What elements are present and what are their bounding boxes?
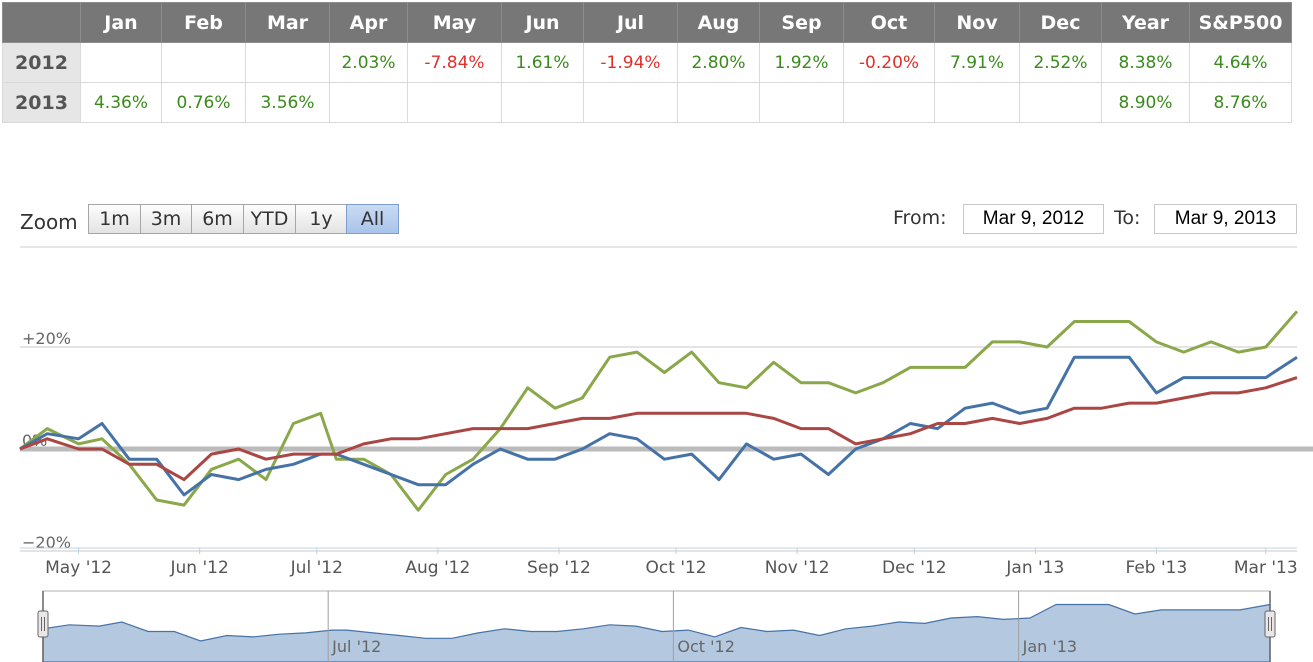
column-header-mar: Mar [245,2,330,43]
return-cell [934,82,1020,123]
column-header-jan: Jan [80,2,162,43]
series-line-3 [19,376,1298,482]
column-header-sp500: S&P500 [1189,2,1292,43]
navigator-layer: Jul '12 Oct '12 Jan '13 [37,590,1276,662]
x-tick-label: Sep '12 [527,558,591,578]
return-cell: 3.56% [245,82,330,123]
to-date-input[interactable]: Mar 9, 2013 [1154,204,1297,234]
return-cell: 2.52% [1019,42,1102,83]
return-cell [245,42,330,83]
column-header-year: Year [1101,2,1190,43]
return-cell: 1.61% [501,42,584,83]
return-cell: 0.76% [161,82,246,123]
navigator-right-handle[interactable] [1264,610,1276,638]
column-header-nov: Nov [934,2,1020,43]
return-cell: 8.90% [1101,82,1190,123]
return-cell: -7.84% [407,42,502,83]
navigator-area [42,603,1271,662]
table-body: 2012 2.03% -7.84% 1.61% -1.94% 2.80% 1.92% -0.2… [2,42,1292,123]
series-line-2 [19,355,1298,497]
return-cell [407,82,502,123]
return-cell [677,82,760,123]
table-header-row: Jan Feb Mar Apr May Jun Jul Aug Sep Oct Nov Dec Year… [2,2,1292,43]
performance-line-chart: +20%0%−20% May '12 Jun '12 Jul '12 Aug '12 S… [19,246,1313,578]
zoom-button-1y[interactable]: 1y [295,204,347,234]
x-axis: May '12 Jun '12 Jul '12 Aug '12 Sep '12 Oct '… [20,547,1298,578]
zoom-button-1m[interactable]: 1m [88,204,141,234]
from-date-input[interactable]: Mar 9, 2012 [963,204,1104,234]
return-cell: 7.91% [934,42,1020,83]
navigator-left-handle[interactable] [37,610,49,638]
grid-layer: +20%0%−20% [20,329,1313,552]
table-corner-cell [2,2,81,43]
zoom-button-group: 1m 3m 6m YTD 1y All [88,204,399,234]
column-header-jul: Jul [583,2,678,43]
row-year-label: 2012 [2,42,81,83]
return-cell [583,82,678,123]
series-layer [19,310,1299,512]
monthly-returns-table: Jan Feb Mar Apr May Jun Jul Aug Sep Oct Nov Dec Year… [2,2,1292,123]
return-cell: 8.38% [1101,42,1190,83]
x-tick-label: Dec '12 [882,558,947,578]
table-row: 2012 2.03% -7.84% 1.61% -1.94% 2.80% 1.92% -0.2… [2,42,1292,83]
return-cell [759,82,844,123]
column-header-feb: Feb [161,2,246,43]
table-row: 2013 4.36% 0.76% 3.56% 8.90% 8.76% [2,82,1292,123]
column-header-oct: Oct [843,2,935,43]
zoom-button-all[interactable]: All [346,204,399,234]
return-cell: 2.80% [677,42,760,83]
column-header-jun: Jun [501,2,584,43]
column-header-apr: Apr [329,2,408,43]
return-cell: -0.20% [843,42,935,83]
return-cell [501,82,584,123]
x-tick-label: Jul '12 [290,558,343,578]
x-tick-label: Jan '13 [1005,558,1064,578]
navigator-tick-label: Oct '12 [677,637,735,656]
return-cell [843,82,935,123]
navigator-tick-label: Jan '13 [1022,637,1078,656]
navigator-chart[interactable]: Jul '12 Oct '12 Jan '13 [0,585,1313,662]
return-cell: 2.03% [329,42,408,83]
return-cell [161,42,246,83]
zoom-button-3m[interactable]: 3m [140,204,192,234]
series-line-1 [19,310,1299,512]
return-cell: 4.36% [80,82,162,123]
to-label: To: [1114,207,1141,229]
return-cell [1019,82,1102,123]
column-header-aug: Aug [677,2,760,43]
x-tick-label: Jun '12 [169,558,228,578]
column-header-may: May [407,2,502,43]
zoom-label: Zoom [20,210,78,234]
x-tick-label: Mar '13 [1234,558,1298,578]
row-year-label: 2013 [2,82,81,123]
return-cell: 1.92% [759,42,844,83]
x-tick-label: May '12 [45,558,112,578]
from-label: From: [893,207,947,229]
x-tick-label: Feb '13 [1126,558,1188,578]
return-cell: 4.64% [1189,42,1292,83]
return-cell: 8.76% [1189,82,1292,123]
column-header-sep: Sep [759,2,844,43]
column-header-dec: Dec [1019,2,1102,43]
return-cell [329,82,408,123]
y-tick-label: −20% [22,533,71,552]
return-cell [80,42,162,83]
return-cell: -1.94% [583,42,678,83]
zoom-button-6m[interactable]: 6m [191,204,244,234]
y-tick-label: +20% [22,329,71,348]
zoom-button-ytd[interactable]: YTD [243,204,296,234]
x-tick-label: Nov '12 [765,558,830,578]
x-tick-label: Oct '12 [646,558,707,578]
x-tick-label: Aug '12 [405,558,470,578]
navigator-tick-label: Jul '12 [331,637,381,656]
